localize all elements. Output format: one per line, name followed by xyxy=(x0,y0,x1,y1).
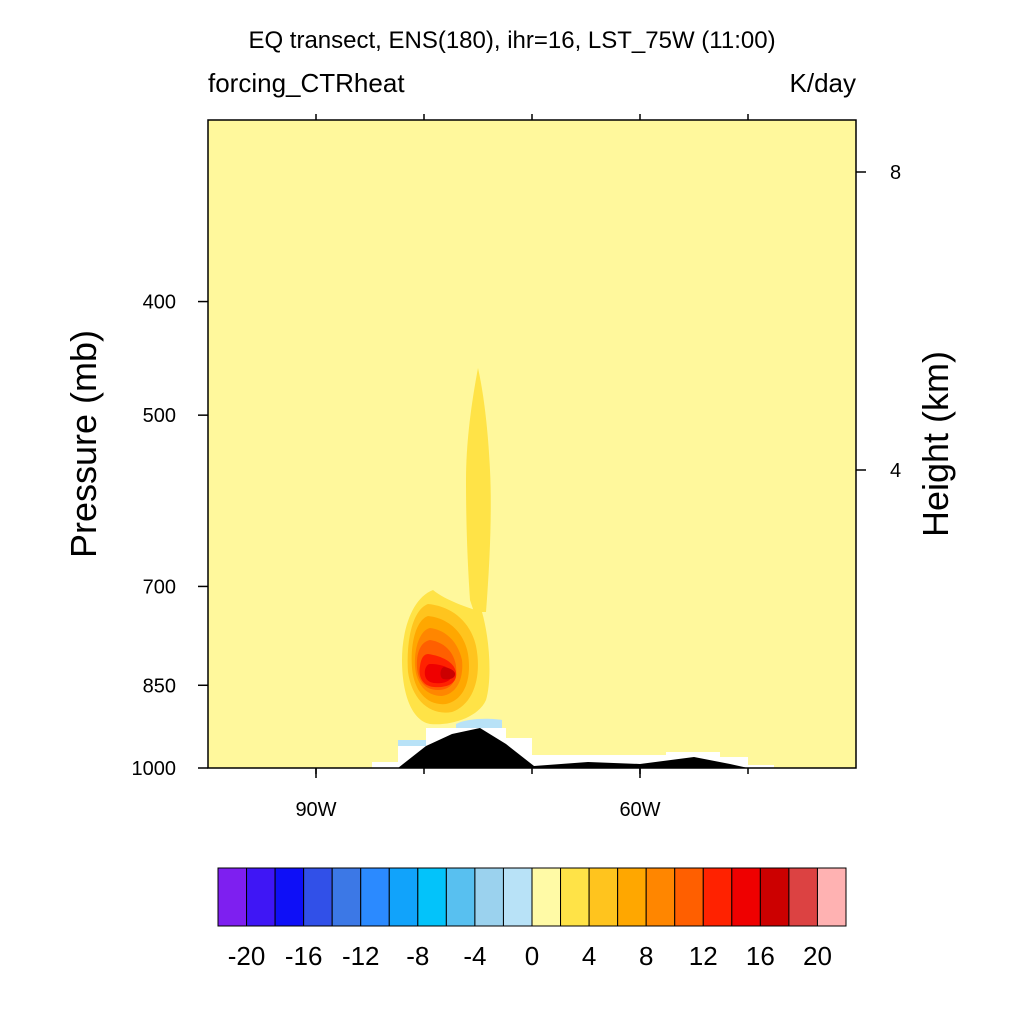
left-subtitle: forcing_CTRheat xyxy=(208,68,405,98)
colorbar-box xyxy=(388,867,419,927)
contour-level-18 xyxy=(440,667,456,680)
colorbar-box xyxy=(303,867,333,927)
colorbar-label: 16 xyxy=(746,941,775,971)
colorbar-box xyxy=(788,867,818,927)
colorbar-label: -8 xyxy=(406,941,429,971)
y-tick-label-left: 850 xyxy=(143,675,176,697)
y-tick-label-right: 8 xyxy=(890,162,901,184)
x-tick-label: 60W xyxy=(619,799,660,821)
heating-core xyxy=(402,590,490,725)
y-tick-label-right: 4 xyxy=(890,460,901,482)
colorbar-box xyxy=(445,867,476,927)
y-tick-labels-left: 400 500 700 850 1000 xyxy=(132,292,177,780)
colorbar-box xyxy=(417,867,447,927)
plot-area xyxy=(198,114,866,778)
y-axis-label-left: Pressure (mb) xyxy=(63,330,104,558)
colorbar-box xyxy=(617,867,647,927)
x-tick-labels: 90W 60W xyxy=(295,799,660,821)
plot-frame xyxy=(207,119,857,769)
y-axis-label-right: Height (km) xyxy=(915,351,956,537)
colorbar-label: -20 xyxy=(228,941,266,971)
plume-contour xyxy=(466,368,491,612)
colorbar-box xyxy=(702,867,733,927)
colorbar-label: 8 xyxy=(639,941,653,971)
terrain-silhouette xyxy=(398,728,748,768)
colorbar-label: 20 xyxy=(803,941,832,971)
axis-ticks xyxy=(198,114,866,778)
colorbar-label: -4 xyxy=(463,941,486,971)
colorbar-label: 12 xyxy=(689,941,718,971)
y-tick-label-left: 1000 xyxy=(132,758,177,780)
colorbar-box xyxy=(502,867,533,927)
colorbar xyxy=(217,867,847,927)
colorbar-labels: -20 -16 -12 -8 -4 0 4 8 12 16 20 xyxy=(228,941,832,971)
colorbar-box xyxy=(360,867,390,927)
colorbar-box xyxy=(531,867,562,927)
y-tick-label-left: 700 xyxy=(143,576,176,598)
colorbar-box xyxy=(246,867,276,927)
colorbar-box xyxy=(759,867,790,927)
colorbar-box xyxy=(588,867,619,927)
colorbar-box xyxy=(474,867,504,927)
cooling-patch-west xyxy=(398,740,426,746)
colorbar-box xyxy=(217,867,248,927)
y-tick-label-left: 400 xyxy=(143,292,176,314)
colorbar-box xyxy=(645,867,676,927)
cooling-patch-center xyxy=(456,718,502,728)
colorbar-label: -16 xyxy=(285,941,323,971)
colorbar-box xyxy=(731,867,761,927)
chart-title: EQ transect, ENS(180), ihr=16, LST_75W (… xyxy=(248,27,775,54)
colorbar-box xyxy=(331,867,362,927)
x-tick-label: 90W xyxy=(295,799,336,821)
colorbar-box xyxy=(274,867,305,927)
colorbar-box xyxy=(816,867,847,927)
right-subtitle: K/day xyxy=(790,68,857,98)
colorbar-label: 0 xyxy=(525,941,539,971)
colorbar-box xyxy=(560,867,590,927)
colorbar-box xyxy=(674,867,704,927)
colorbar-label: 4 xyxy=(582,941,596,971)
y-tick-labels-right: 84 xyxy=(890,162,901,482)
y-tick-label-left: 500 xyxy=(143,405,176,427)
field-background xyxy=(208,120,856,768)
colorbar-label: -12 xyxy=(342,941,380,971)
